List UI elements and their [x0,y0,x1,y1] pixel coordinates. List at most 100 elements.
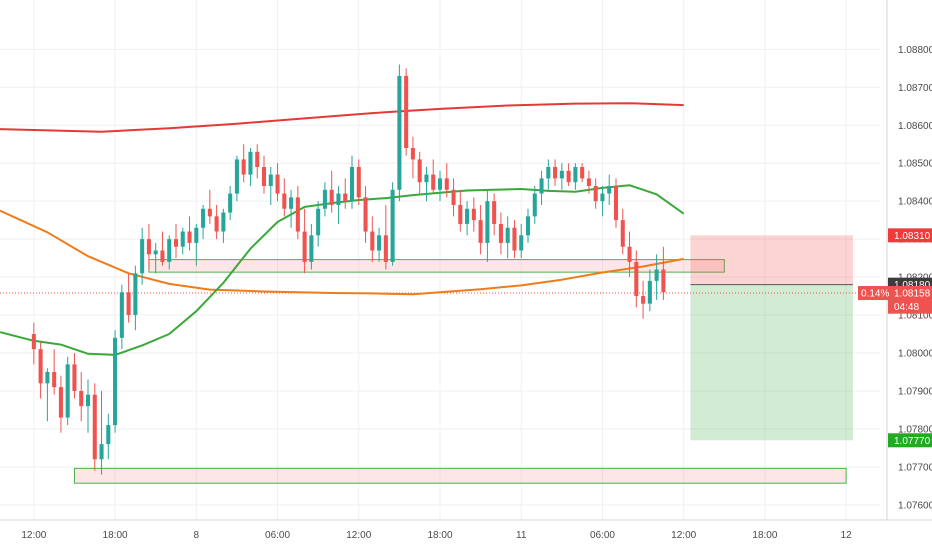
candle-body [316,208,321,236]
candle [65,356,70,426]
candle-body [458,204,463,224]
candle [451,178,456,217]
candle-body [113,337,118,426]
candle [119,284,124,350]
candle [85,379,91,433]
moving-average-2 [0,209,684,296]
candle-body [349,167,355,202]
candle-body [119,292,124,338]
candle [221,208,226,243]
price-tag-label: 1.08310 [894,231,931,242]
candle [377,227,382,262]
x-tick-label: 11 [516,530,527,541]
candle-body [437,178,443,190]
candle [363,185,368,243]
candle-body [85,394,91,407]
candle-body [593,185,598,202]
candle [72,352,77,399]
candle-body [194,227,199,243]
candle-body [546,167,551,179]
x-tick-label: 12:00 [671,530,696,541]
candle [316,201,321,247]
candle [295,185,300,240]
candle [465,201,470,236]
candle-body [228,193,233,213]
candle [397,64,402,202]
x-tick-label: 12 [841,530,853,541]
candle-body [553,167,558,179]
candle [309,223,314,270]
candle-body [363,197,368,232]
candle-body [600,193,605,202]
candle-body [160,250,165,262]
candle-body [641,296,646,304]
price-tag-label: 1.08158 [894,289,931,300]
candle-body [634,261,639,297]
candle [620,208,625,255]
price-tag [888,433,932,448]
candle [207,189,212,224]
axes: 1.08800 1.08700 1.08600 1.08500 1.08400 1.083… [0,0,932,541]
candle [539,170,544,205]
candle-body [505,227,510,243]
candle-body [390,189,395,262]
candle [641,280,646,319]
candle [201,204,206,240]
candle [167,235,172,270]
candle-body [566,170,571,183]
price-tag [888,228,932,243]
candle [607,174,612,205]
candle-body [180,231,185,247]
candle-body [424,174,429,183]
candle [383,204,388,270]
candle [505,216,510,259]
candle-body [471,208,476,221]
candle-body [343,193,348,202]
candle [654,254,659,300]
candle-body [282,193,287,209]
x-tick-label: 18:00 [752,530,777,541]
candle-body [167,239,172,262]
candle [471,197,476,232]
candle-body [207,208,212,217]
candle-body [234,159,239,194]
candle [573,163,578,190]
candle [113,330,118,433]
candle [417,151,422,194]
take-profit-area [690,284,853,441]
candle-body [255,151,260,168]
candle-body [410,148,415,160]
candle [492,193,497,236]
candle-body [275,174,280,194]
candle-body [559,170,564,179]
candle-body [241,159,246,175]
candle [261,155,267,194]
candle-body [58,387,63,418]
candle [268,167,273,205]
zones [73,259,847,484]
candle-body [92,394,97,460]
candle [194,223,199,266]
candle [248,148,253,186]
moving-averages [0,102,685,356]
candle [173,223,179,259]
candle-body [356,167,361,198]
position-tool[interactable] [0,235,880,441]
y-tick-label: 1.08500 [898,159,932,170]
candle-body [133,273,138,316]
candle-body [153,250,158,255]
candle [329,170,334,213]
candle [322,182,327,217]
candle-body [580,167,585,179]
candle-body [268,174,273,186]
candle [661,246,666,300]
candle [498,212,503,255]
x-tick-label: 18:00 [427,530,452,541]
candle [444,163,449,198]
candle-body [417,159,422,183]
candle [106,413,111,460]
candle [519,223,524,259]
candle [580,163,585,183]
